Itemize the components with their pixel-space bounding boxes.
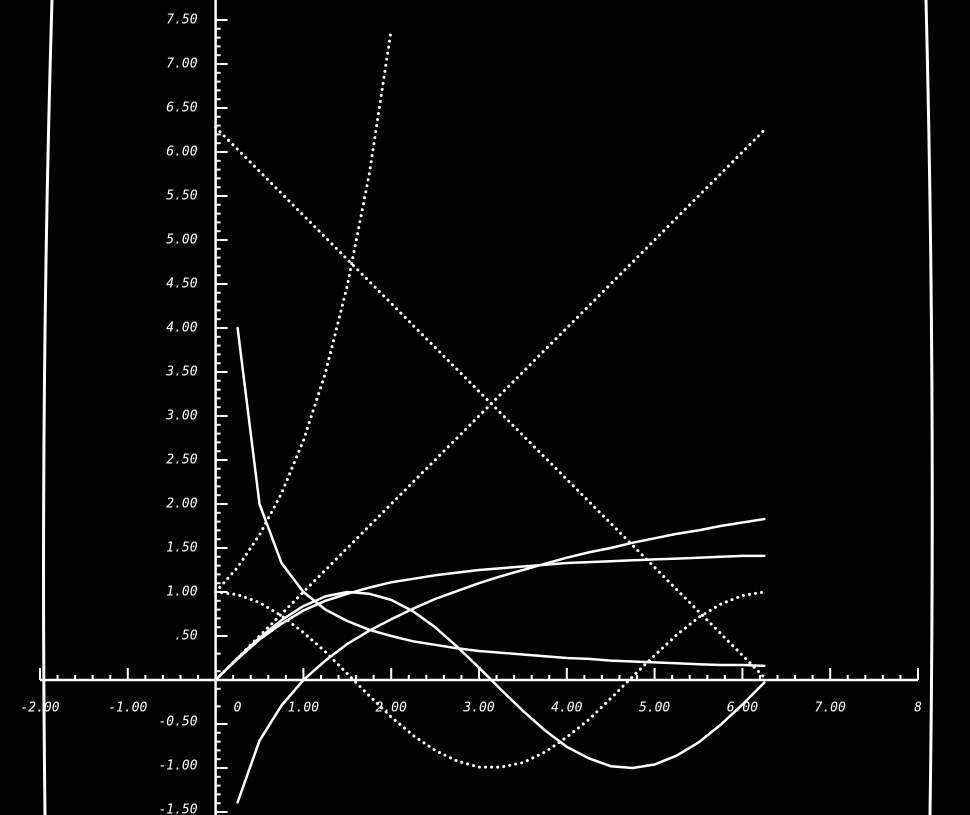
- y-tick-label: .50: [174, 629, 198, 644]
- y-tick-label: -1.00: [158, 759, 197, 774]
- y-tick-label: 3.50: [165, 365, 197, 380]
- y-tick-label: 6.50: [166, 101, 197, 116]
- x-tick-label: 7.00: [815, 701, 846, 716]
- y-tick-label: 1.00: [166, 585, 197, 600]
- x-tick-label: 4.00: [551, 701, 582, 716]
- y-tick-label: 3.00: [165, 409, 197, 424]
- y-tick-label: -1.50: [158, 803, 197, 815]
- page: -2.00 -1.00 0 1.00 2.00 3.00 4.00 5.00 6.00 7.00 8…: [0, 0, 970, 815]
- x-tick-label: 8: [914, 701, 922, 716]
- y-tick-label: 2.00: [166, 497, 197, 512]
- y-tick-label: 5.00: [166, 233, 197, 248]
- x-tick-label: -2.00: [20, 701, 59, 716]
- y-tick-label: 4.00: [166, 321, 197, 336]
- x-tick-label: 3.00: [462, 701, 494, 716]
- y-tick-label: 1.50: [166, 541, 197, 556]
- y-tick-label: 7.00: [166, 57, 197, 72]
- x-tick-label: -1.00: [108, 701, 147, 716]
- x-tick-label: 1.00: [288, 701, 319, 716]
- y-tick-label: 2.50: [166, 453, 197, 468]
- background: [0, 0, 970, 815]
- y-tick-label: -0.50: [158, 715, 197, 730]
- chart: -2.00 -1.00 0 1.00 2.00 3.00 4.00 5.00 6.00 7.00 8…: [0, 0, 970, 815]
- y-tick-label: 6.00: [166, 145, 197, 160]
- y-tick-label: 5.50: [166, 189, 197, 204]
- x-tick-label: 0: [234, 701, 242, 716]
- y-tick-label: 7.50: [166, 13, 197, 28]
- y-tick-label: 4.50: [166, 277, 197, 292]
- x-tick-label: 5.00: [639, 701, 670, 716]
